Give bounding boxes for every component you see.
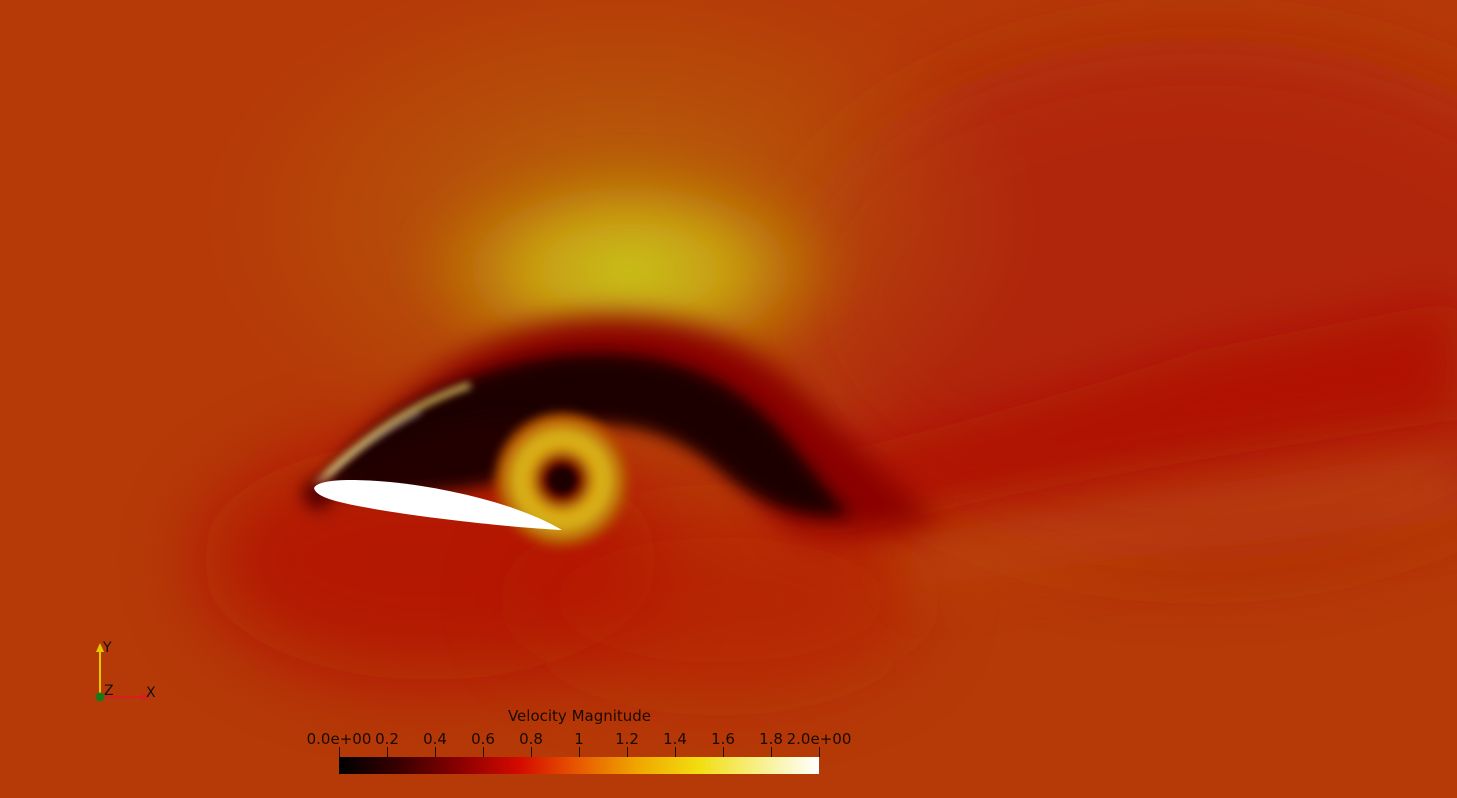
legend-tick-mark [675,747,676,757]
axis-label-y: Y [103,640,112,656]
airfoil-shape [314,480,562,530]
legend-tick-mark [723,747,724,757]
legend-tick-label: 1.4 [663,730,687,748]
axis-label-z: Z [104,683,114,699]
legend-tick-mark [483,747,484,757]
axis-label-x: X [146,685,156,701]
legend-tick-mark [771,747,772,757]
legend-tick-label: 1.2 [615,730,639,748]
scalar-bar-legend: Velocity Magnitude 0.0e+00 0.2 0.4 0.6 0.8 1 1… [307,709,852,779]
legend-tick-mark [531,747,532,757]
legend-title: Velocity Magnitude [507,707,652,725]
legend-tick-mark [339,747,340,757]
legend-tick-mark [579,747,580,757]
legend-tick-label: 1.8 [759,730,783,748]
legend-tick-label: 0.4 [423,730,447,748]
color-gradient-bar [339,757,819,774]
legend-tick-label: 0.0e+00 [306,730,372,748]
legend-tick-mark [387,747,388,757]
axes-triad-graphic [95,643,150,702]
legend-tick-mark [819,747,820,757]
legend-tick-mark [435,747,436,757]
axes-orientation-triad: Y Z X [90,640,160,705]
legend-tick-label: 0.6 [471,730,495,748]
legend-tick-label: 0.2 [375,730,399,748]
legend-tick-label: 1.6 [711,730,735,748]
legend-tick-label: 0.8 [519,730,543,748]
legend-tick-label: 1 [574,730,584,748]
legend-tick-mark [627,747,628,757]
legend-tick-label: 2.0e+00 [786,730,852,748]
